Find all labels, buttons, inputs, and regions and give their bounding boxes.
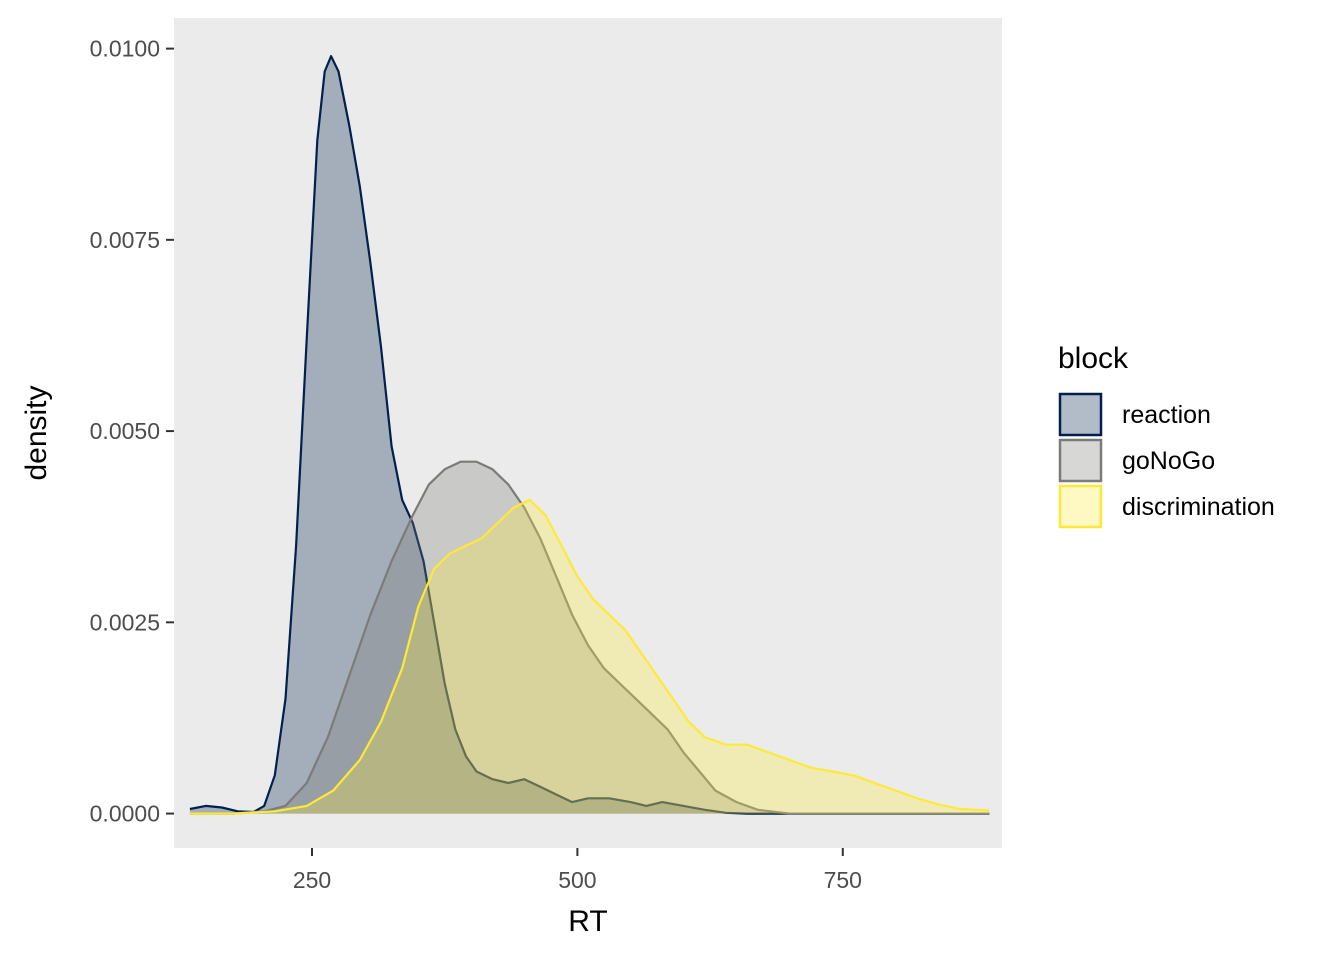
y-tick-label: 0.0000: [90, 801, 160, 827]
x-axis-title: RT: [568, 905, 607, 938]
panel-background: [174, 18, 1002, 848]
y-axis-title: density: [20, 385, 53, 480]
legend-key-reaction: [1058, 392, 1103, 437]
legend-key-discrimination: [1058, 484, 1103, 529]
legend: block reaction goNoGo discrimination: [1058, 342, 1275, 529]
y-tick-label: 0.0050: [90, 418, 160, 444]
y-tick-label: 0.0100: [90, 36, 160, 62]
y-tick-label: 0.0025: [90, 609, 160, 635]
x-tick-label: 750: [824, 867, 862, 893]
legend-label-goNoGo: goNoGo: [1122, 447, 1215, 475]
y-tick-label: 0.0075: [90, 227, 160, 253]
series-area-discrimination: [189, 499, 990, 814]
series-area-goNoGo: [189, 461, 990, 814]
series-line-goNoGo: [189, 460, 990, 815]
x-tick-label: 250: [293, 867, 331, 893]
series-line-discrimination: [189, 498, 990, 815]
series-line-reaction: [189, 55, 990, 815]
y-axis: 0.0000 0.0025 0.0050 0.0075 0.0100: [90, 36, 174, 827]
legend-label-reaction: reaction: [1122, 401, 1211, 429]
x-tick-label: 500: [558, 867, 596, 893]
x-axis: 250 500 750: [293, 848, 862, 893]
legend-key-goNoGo: [1058, 438, 1103, 483]
legend-title: block: [1058, 342, 1129, 375]
series-layer: [189, 55, 990, 815]
legend-label-discrimination: discrimination: [1122, 493, 1275, 521]
series-area-reaction: [189, 56, 990, 814]
